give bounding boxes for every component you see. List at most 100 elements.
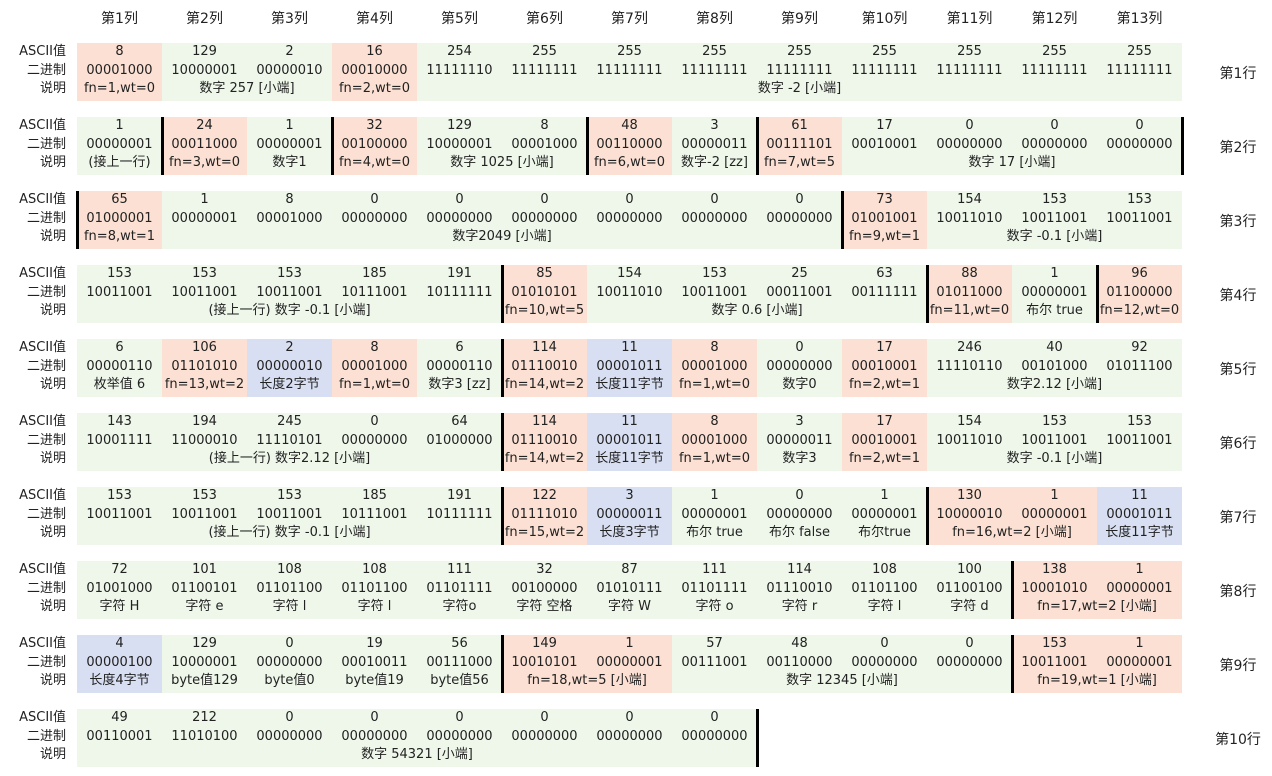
ascii-value: 114 <box>532 340 557 355</box>
ascii-value: 111 <box>702 562 727 577</box>
binary-value: 00000001 <box>851 506 918 522</box>
binary-value: 00000110 <box>426 358 493 374</box>
binary-label: 二进制 <box>26 580 66 596</box>
desc-label: 说明 <box>39 229 66 244</box>
binary-value: 11111111 <box>511 62 578 78</box>
binary-value: 10011001 <box>256 506 323 522</box>
highlight-cell <box>1097 487 1182 545</box>
binary-value: 01010111 <box>596 580 663 596</box>
binary-label: 二进制 <box>26 432 66 448</box>
binary-value: 00000011 <box>766 432 833 448</box>
binary-value: 00000000 <box>936 654 1003 670</box>
ascii-value: 0 <box>370 192 379 207</box>
description-text: byte值0 <box>264 673 315 688</box>
highlight-cell <box>927 487 1012 545</box>
field-separator <box>161 117 164 175</box>
binary-value: 01101100 <box>256 580 323 596</box>
ascii-value: 153 <box>192 488 217 503</box>
binary-value: 10000001 <box>171 654 238 670</box>
ascii-label: ASCII值 <box>19 488 66 503</box>
binary-value: 00000011 <box>596 506 663 522</box>
ascii-value: 17 <box>876 414 893 429</box>
description-text: 数字 54321 [小端] <box>361 747 473 762</box>
binary-value: 00110000 <box>596 136 663 152</box>
field-separator <box>586 117 589 175</box>
column-header: 第12列 <box>1031 11 1078 27</box>
binary-value: 00000000 <box>766 210 833 226</box>
field-separator <box>756 709 759 767</box>
desc-label: 说明 <box>39 377 66 392</box>
ascii-value: 149 <box>532 636 557 651</box>
ascii-value: 8 <box>540 118 549 133</box>
ascii-value: 48 <box>791 636 808 651</box>
binary-value: 11111111 <box>681 62 748 78</box>
binary-value: 11111110 <box>426 62 493 78</box>
highlight-cell <box>332 339 417 397</box>
ascii-value: 153 <box>277 488 302 503</box>
description-text: 字符 W <box>608 599 651 614</box>
column-header: 第7列 <box>611 11 648 27</box>
ascii-value: 1 <box>710 488 719 503</box>
ascii-value: 1 <box>625 636 634 651</box>
description-text: fn=7,wt=5 <box>763 155 835 170</box>
ascii-value: 25 <box>791 266 808 281</box>
description-text: byte值129 <box>171 673 238 688</box>
ascii-value: 17 <box>876 118 893 133</box>
ascii-value: 114 <box>787 562 812 577</box>
description-text: 字符 l <box>867 599 902 614</box>
binary-value: 01101111 <box>426 580 493 596</box>
binary-value: 10011010 <box>936 210 1003 226</box>
column-header: 第10列 <box>861 11 908 27</box>
binary-value: 00001011 <box>1106 506 1173 522</box>
binary-value: 00000110 <box>86 358 153 374</box>
description-text: fn=4,wt=0 <box>338 155 410 170</box>
ascii-value: 8 <box>115 44 124 59</box>
binary-value: 00110001 <box>86 728 153 744</box>
field-separator <box>1096 265 1099 323</box>
binary-value: 01010101 <box>511 284 578 300</box>
binary-value: 00001000 <box>681 358 748 374</box>
binary-value: 00000001 <box>256 136 323 152</box>
binary-label: 二进制 <box>26 284 66 300</box>
binary-value: 01011100 <box>1106 358 1173 374</box>
description-text: 数字 17 [小端] <box>968 155 1056 170</box>
binary-value: 11111111 <box>1021 62 1088 78</box>
description-text: byte值56 <box>430 673 489 688</box>
highlight-cell <box>332 117 417 175</box>
binary-value: 01101111 <box>681 580 748 596</box>
binary-value: 00001000 <box>511 136 578 152</box>
field-separator <box>501 487 504 545</box>
ascii-value: 8 <box>370 340 379 355</box>
ascii-value: 4 <box>115 636 124 651</box>
column-header: 第1列 <box>101 11 138 27</box>
binary-value: 00000011 <box>681 136 748 152</box>
binary-value: 01000001 <box>86 210 153 226</box>
highlight-cell <box>247 339 332 397</box>
binary-label: 二进制 <box>26 728 66 744</box>
binary-value: 00000000 <box>851 654 918 670</box>
binary-value: 01011000 <box>936 284 1003 300</box>
ascii-value: 1 <box>880 488 889 503</box>
column-header: 第8列 <box>696 11 733 27</box>
ascii-value: 8 <box>710 414 719 429</box>
description-text: fn=18,wt=5 [小端] <box>527 673 647 688</box>
binary-value: 10111001 <box>341 506 408 522</box>
binary-value: 10010101 <box>511 654 578 670</box>
binary-value: 10011001 <box>171 506 238 522</box>
desc-label: 说明 <box>39 155 66 170</box>
ascii-value: 65 <box>111 192 128 207</box>
ascii-value: 56 <box>451 636 468 651</box>
ascii-value: 3 <box>625 488 634 503</box>
binary-label: 二进制 <box>26 136 66 152</box>
highlight-cell <box>502 413 587 471</box>
binary-value: 01100000 <box>1106 284 1173 300</box>
binary-value: 01101100 <box>341 580 408 596</box>
binary-value: 00000000 <box>426 728 493 744</box>
binary-label: 二进制 <box>26 358 66 374</box>
row-band <box>77 43 1182 101</box>
highlight-cell <box>502 265 587 323</box>
highlight-cell <box>672 339 757 397</box>
description-text: fn=1,wt=0 <box>83 81 155 96</box>
ascii-value: 154 <box>957 414 982 429</box>
binary-value: 10011001 <box>1021 654 1088 670</box>
